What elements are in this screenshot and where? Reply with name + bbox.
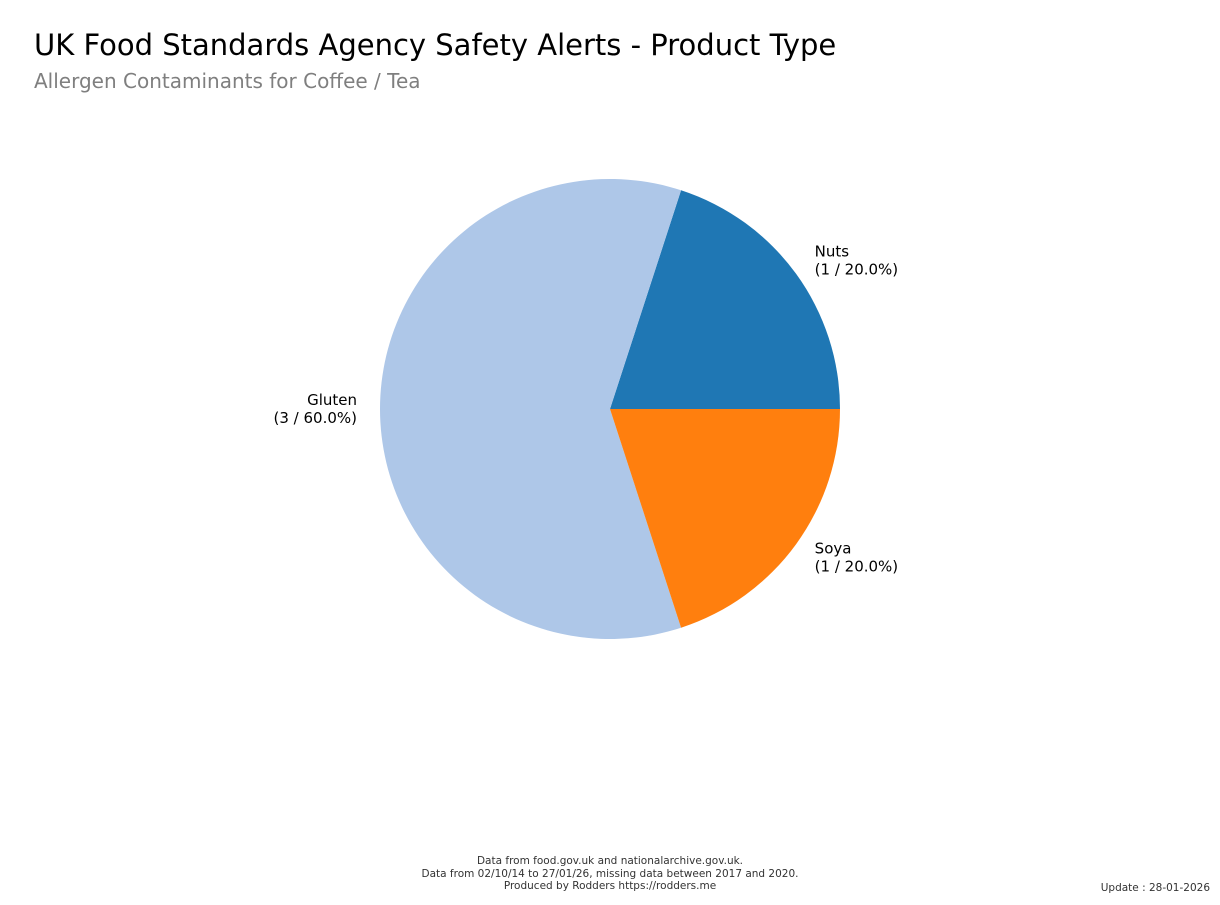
slice-label-value: (3 / 60.0%): [274, 409, 358, 427]
footer-line-producer: Produced by Rodders https://rodders.me: [503, 880, 717, 893]
slice-label-gluten: Gluten(3 / 60.0%): [274, 391, 358, 427]
slice-label-name: Nuts: [815, 242, 850, 260]
slice-label-value: (1 / 20.0%): [815, 260, 899, 278]
chart-title: UK Food Standards Agency Safety Alerts -…: [34, 28, 837, 62]
pie-slice-soya: [610, 409, 840, 628]
chart-subtitle: Allergen Contaminants for Coffee / Tea: [34, 69, 421, 93]
pie-slice-gluten: [379, 178, 682, 639]
slice-label-value: (1 / 20.0%): [815, 558, 899, 576]
footer-line-range: Data from 02/10/14 to 27/01/26, missing …: [421, 867, 799, 880]
slice-label-soya: Soya(1 / 20.0%): [815, 540, 899, 576]
footer-line-source: Data from food.gov.uk and nationalarchiv…: [476, 855, 744, 867]
pie-slice-nuts: [610, 190, 840, 409]
update-date: Update : 28-01-2026: [1100, 882, 1210, 894]
slice-label-nuts: Nuts(1 / 20.0%): [815, 242, 899, 278]
footer-credits: Data from food.gov.uk and nationalarchiv…: [0, 855, 1220, 893]
slice-label-name: Soya: [815, 540, 852, 558]
slice-label-name: Gluten: [307, 391, 357, 409]
